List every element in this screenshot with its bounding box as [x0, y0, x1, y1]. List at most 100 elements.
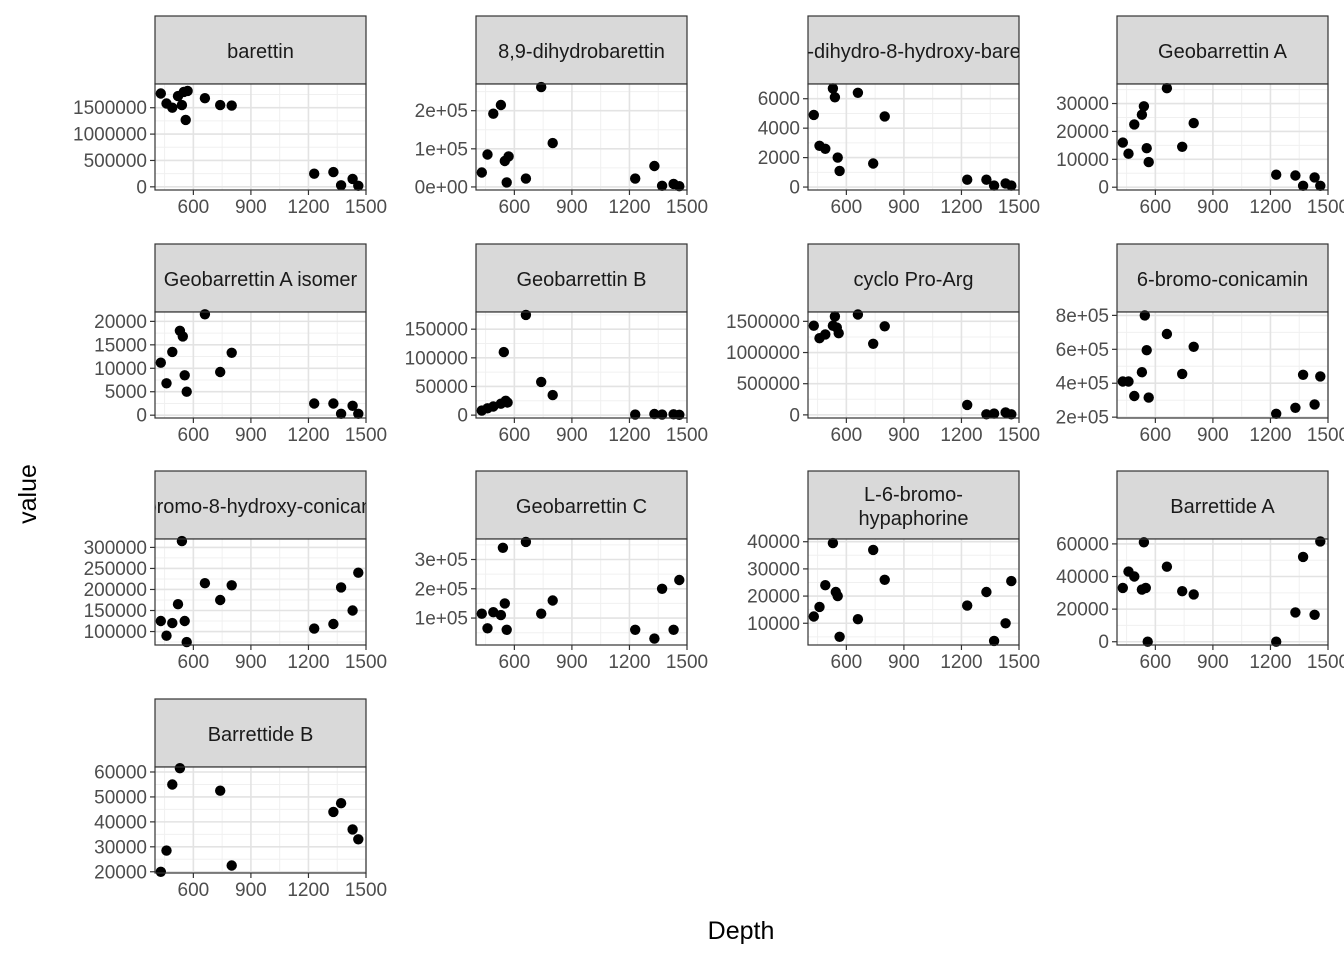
- facet-panel: cyclo Pro-Arg 600 900 1200 1500 0 500000 100000…: [726, 243, 1040, 446]
- data-point: [1161, 561, 1173, 572]
- data-point: [1117, 137, 1129, 148]
- data-point: [820, 580, 831, 591]
- panel-border: [154, 766, 367, 874]
- y-tick-label: 200000: [84, 580, 147, 601]
- data-point: [1315, 180, 1326, 191]
- facet-strip: [807, 15, 1020, 85]
- data-point: [181, 636, 192, 648]
- data-point: [656, 409, 668, 420]
- facet-panel: 8,9-dihydrobarettin 600 900 1200 1500 0e+00 1e…: [415, 15, 708, 218]
- y-tick-label: 1500000: [726, 312, 800, 333]
- data-point: [328, 618, 339, 630]
- y-tick-label: 40000: [747, 532, 800, 553]
- facet-panel: Barrettide A 600 900 1200 1500 0 20000 40000 600…: [1056, 470, 1344, 673]
- data-point: [226, 347, 237, 358]
- y-tick-label: 6e+05: [1056, 340, 1109, 361]
- x-tick-label: 1200: [287, 197, 329, 218]
- data-point: [1271, 636, 1282, 647]
- data-point: [482, 149, 493, 160]
- facet-panel: 6-bromo-conicamin 600 900 1200 1500 2e+05 4e+0…: [1056, 243, 1344, 446]
- y-tick-label: 40000: [1056, 567, 1109, 588]
- facet-panel: barettin 600 900 1200 1500 0 500000 1000000 1500…: [73, 15, 387, 218]
- y-tick-label: 1000000: [726, 343, 800, 364]
- data-point: [1138, 101, 1150, 112]
- data-point: [502, 397, 513, 408]
- data-point: [495, 99, 507, 111]
- panel-border: [1116, 311, 1329, 419]
- y-tick-label: 0: [136, 177, 147, 198]
- data-point: [1161, 83, 1173, 94]
- panel-border: [475, 311, 688, 419]
- y-axis-title: value: [14, 464, 42, 524]
- x-tick-label: 1200: [1249, 652, 1291, 673]
- y-tick-label: 0: [789, 405, 800, 426]
- x-axis-title: Depth: [708, 917, 775, 945]
- x-tick-label: 600: [1140, 652, 1172, 673]
- x-tick-label: 900: [235, 880, 267, 901]
- y-tick-label: 150000: [84, 601, 147, 622]
- facet-title: cyclo Pro-Arg: [853, 269, 973, 291]
- data-point: [630, 409, 641, 420]
- x-tick-label: 900: [1197, 197, 1229, 218]
- panel-border: [475, 538, 688, 646]
- data-point: [1271, 408, 1282, 419]
- data-point: [1129, 119, 1140, 130]
- data-point: [1143, 156, 1154, 168]
- data-point: [520, 309, 532, 321]
- data-point: [353, 567, 364, 578]
- x-tick-label: 1500: [345, 425, 387, 446]
- data-point: [834, 631, 845, 642]
- data-point: [630, 173, 641, 184]
- x-tick-label: 1500: [345, 880, 387, 901]
- y-tick-label: 20000: [94, 312, 147, 333]
- data-point: [1142, 636, 1153, 647]
- panel-border: [154, 83, 367, 191]
- data-point: [215, 785, 226, 796]
- data-point: [1143, 392, 1154, 403]
- data-point: [808, 320, 819, 331]
- data-point: [335, 582, 347, 593]
- x-tick-label: 600: [178, 652, 210, 673]
- facet-title: 8,9-dihydro-8-hydroxy-barettin: [780, 41, 1048, 63]
- data-point: [1177, 368, 1188, 380]
- data-point: [199, 309, 211, 320]
- data-point: [832, 152, 843, 163]
- y-tick-label: 100000: [84, 622, 147, 643]
- data-point: [981, 174, 992, 185]
- panel-border: [807, 311, 1020, 419]
- facet-strip: [475, 470, 688, 540]
- data-point: [1139, 310, 1151, 321]
- facet-title: barettin: [227, 41, 294, 63]
- y-tick-label: 30000: [1056, 94, 1109, 115]
- y-tick-label: 20000: [1056, 122, 1109, 143]
- x-tick-label: 1200: [1249, 197, 1291, 218]
- data-point: [347, 824, 358, 835]
- data-point: [656, 180, 668, 191]
- data-point: [172, 599, 184, 610]
- data-point: [328, 806, 339, 818]
- x-tick-label: 1500: [998, 197, 1040, 218]
- data-point: [1290, 607, 1301, 618]
- data-point: [981, 586, 992, 598]
- x-tick-label: 1500: [1307, 197, 1344, 218]
- facet-title: L-6-bromo-: [864, 484, 963, 506]
- x-tick-label: 900: [1197, 652, 1229, 673]
- data-point: [1290, 402, 1301, 413]
- data-point: [215, 99, 226, 111]
- data-point: [962, 600, 973, 611]
- panel-background: [476, 84, 687, 190]
- data-point: [852, 614, 864, 625]
- facet-title: Geobarrettin C: [516, 496, 647, 518]
- data-point: [167, 102, 178, 113]
- facet-strip: [1116, 15, 1329, 85]
- facet-panel: Geobarrettin A 600 900 1200 1500 0 10000 20000 3…: [1056, 15, 1344, 218]
- data-point: [852, 309, 864, 320]
- data-point: [868, 158, 879, 169]
- data-point: [226, 860, 237, 871]
- data-point: [181, 386, 192, 397]
- data-point: [215, 594, 226, 606]
- y-tick-label: 1e+05: [415, 139, 468, 160]
